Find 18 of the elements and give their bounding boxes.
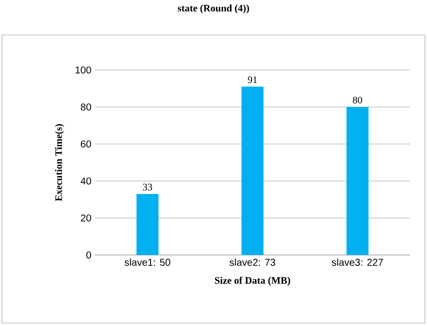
y-tick-label: 40 — [80, 177, 92, 185]
y-tick-label: 0 — [86, 251, 92, 259]
y-tick-label: 80 — [80, 103, 92, 111]
data-label: 91 — [248, 76, 257, 84]
x-tick-label: slave2: 73 — [230, 258, 276, 266]
y-tick-label: 20 — [80, 214, 92, 222]
y-axis-title: Execution Time(s) — [54, 124, 64, 202]
y-tick-label: 100 — [76, 66, 92, 74]
x-tick-label: slave3: 227 — [332, 258, 383, 266]
data-label: 33 — [143, 184, 152, 190]
bar — [242, 86, 264, 255]
chart-title: state (Round (4)) — [178, 4, 250, 14]
bar — [346, 107, 368, 255]
y-tick-label: 60 — [80, 140, 92, 148]
bar — [136, 194, 158, 255]
x-axis-title: Size of Data (MB) — [214, 276, 290, 286]
data-label: 80 — [352, 96, 362, 104]
x-tick-label: slave1: 50 — [124, 258, 170, 266]
